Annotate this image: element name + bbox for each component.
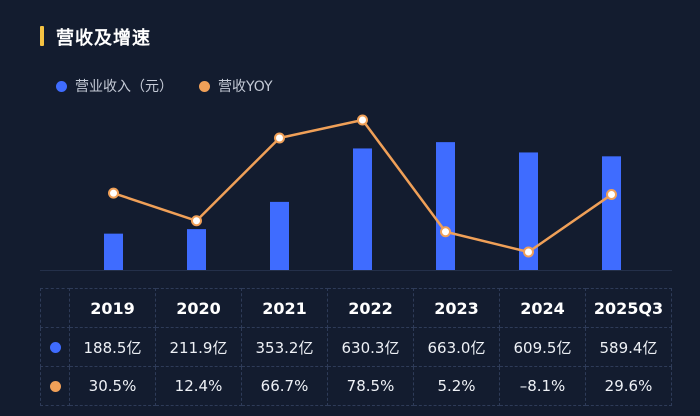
table-row-revenue: 188.5亿 211.9亿 353.2亿 630.3亿 663.0亿 609.5… (40, 327, 672, 367)
revenue-dot-icon (49, 342, 61, 353)
yoy-cell: –8.1% (499, 366, 586, 406)
bar-2025Q3[interactable] (602, 156, 621, 270)
bar-2024[interactable] (519, 152, 538, 270)
legend-yoy-dot-icon (199, 80, 210, 92)
year-cell: 2020 (155, 288, 242, 328)
bar-2021[interactable] (270, 201, 289, 270)
yoy-point-2023[interactable] (440, 226, 451, 238)
yoy-point-2024[interactable] (523, 246, 534, 258)
revenue-cell: 589.4亿 (585, 327, 672, 367)
yoy-point-2021[interactable] (274, 132, 285, 144)
revenue-marker-cell (40, 327, 70, 367)
table-row-yoy: 30.5% 12.4% 66.7% 78.5% 5.2% –8.1% 29.6% (40, 366, 672, 406)
year-cell: 2019 (69, 288, 156, 328)
yoy-point-2020[interactable] (191, 215, 202, 227)
bar-2022[interactable] (353, 148, 372, 270)
revenue-cell: 188.5亿 (69, 327, 156, 367)
revenue-cell: 663.0亿 (413, 327, 500, 367)
yoy-cell: 30.5% (69, 366, 156, 406)
revenue-cell: 630.3亿 (327, 327, 414, 367)
revenue-cell: 353.2亿 (241, 327, 328, 367)
legend-revenue-label: 营业收入（元） (75, 79, 173, 95)
yoy-cell: 78.5% (327, 366, 414, 406)
year-cell: 2021 (241, 288, 328, 328)
title-accent-bar (40, 26, 44, 46)
table-row-years: 2019 2020 2021 2022 2023 2024 2025Q3 (40, 288, 672, 328)
revenue-cell: 211.9亿 (155, 327, 242, 367)
table-corner (40, 288, 70, 328)
yoy-point-2022[interactable] (357, 114, 368, 126)
legend-yoy-label: 营收YOY (218, 79, 273, 95)
year-cell: 2024 (499, 288, 586, 328)
yoy-point-2025Q3[interactable] (606, 189, 617, 201)
legend-item-revenue[interactable]: 营业收入（元） (56, 76, 173, 96)
yoy-cell: 29.6% (585, 366, 672, 406)
year-cell: 2025Q3 (585, 288, 672, 328)
data-table: 2019 2020 2021 2022 2023 2024 2025Q3 188… (40, 288, 672, 406)
yoy-cell: 66.7% (241, 366, 328, 406)
bar-2019[interactable] (104, 233, 123, 270)
legend-item-yoy[interactable]: 营收YOY (199, 76, 273, 96)
yoy-marker-cell (40, 366, 70, 406)
bar-2020[interactable] (187, 229, 206, 270)
revenue-cell: 609.5亿 (499, 327, 586, 367)
bar-2023[interactable] (436, 142, 455, 270)
yoy-cell: 12.4% (155, 366, 242, 406)
chart-legend: 营业收入（元） 营收YOY (56, 76, 273, 96)
year-cell: 2023 (413, 288, 500, 328)
page-title: 营收及增速 (56, 28, 151, 49)
yoy-point-2019[interactable] (108, 187, 119, 199)
year-cell: 2022 (327, 288, 414, 328)
yoy-dot-icon (49, 381, 61, 392)
legend-revenue-dot-icon (56, 80, 67, 92)
yoy-cell: 5.2% (413, 366, 500, 406)
revenue-chart (40, 114, 672, 271)
